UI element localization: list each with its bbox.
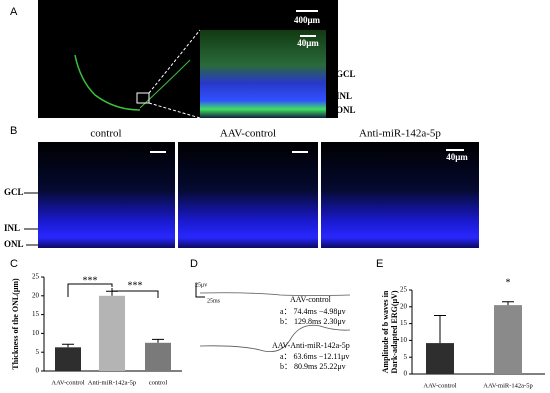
trace-a: a： 74.4ms −4.98μv <box>280 307 346 316</box>
erg-trace <box>199 324 351 353</box>
y-tick-label: 10 <box>32 329 40 337</box>
panel-label: B <box>10 125 17 137</box>
column-title: AAV-control <box>220 128 276 140</box>
y-tick-label: 20 <box>32 291 40 299</box>
layer-label: INL <box>336 91 352 101</box>
trace-name: AAV-control <box>290 295 332 304</box>
significance: *** <box>128 280 143 291</box>
error-bar <box>62 343 74 348</box>
y-axis-label: Dark-adapted ERG(μV) <box>390 290 399 373</box>
scale-label: 40μm <box>446 152 468 162</box>
x-tick-label: AAV-miR-142a-5p <box>483 382 532 389</box>
x-tick-label: control <box>149 379 168 386</box>
column-title: Anti-miR-142a-5p <box>359 128 441 140</box>
panel-label: A <box>10 6 18 18</box>
y-tick-label: 0 <box>36 367 40 375</box>
panel-label: D <box>190 258 198 270</box>
x-tick-label: AAV-control <box>423 382 456 389</box>
significance: *** <box>83 275 98 286</box>
scale-label: 25ms <box>207 298 221 304</box>
error-bar <box>434 315 446 344</box>
trace-b: b： 80.9ms 25.22μv <box>280 362 346 371</box>
y-tick-label: 25 <box>32 273 40 281</box>
scale-label: 40μm <box>297 38 319 48</box>
bar <box>426 343 454 374</box>
zoom-line <box>148 29 201 94</box>
significance: * <box>506 277 511 288</box>
y-tick-label: 5 <box>404 353 408 361</box>
x-tick-label: Anti-miR-142a-5p <box>88 379 136 386</box>
layer-label: INL <box>4 223 20 233</box>
retina-outline <box>74 54 141 111</box>
inset-image <box>200 30 326 118</box>
y-axis-label: Amplitude of b waves in <box>381 290 390 373</box>
layer-label: ONL <box>4 239 24 249</box>
y-tick-label: 10 <box>400 336 408 344</box>
y-tick-label: 5 <box>36 348 40 356</box>
error-bar <box>106 290 118 296</box>
bar <box>55 347 81 371</box>
panel-label: E <box>376 258 383 270</box>
layer-label: ONL <box>336 105 356 115</box>
y-tick-label: 25 <box>400 286 408 294</box>
x-tick-label: AAV-control <box>51 379 84 386</box>
significance-bracket <box>67 283 159 298</box>
y-tick-label: 15 <box>32 310 40 318</box>
bar <box>494 305 522 374</box>
error-bar <box>152 338 164 343</box>
zoom-line <box>148 102 201 119</box>
panel-label: C <box>10 258 18 270</box>
layer-label: GCL <box>336 69 356 79</box>
scale-bars <box>195 283 205 298</box>
bar <box>99 295 125 371</box>
zoom-box <box>136 92 150 104</box>
scale-label: 25μv <box>195 282 207 288</box>
y-axis-label: Thickness of the ONL(μm) <box>11 278 20 370</box>
trace-b: b： 129.8ms 2.30μv <box>280 317 346 326</box>
layer-label: GCL <box>4 187 24 197</box>
column-title: control <box>90 128 121 140</box>
trace-name: AAV-Anti-miR-142a-5p <box>272 341 350 350</box>
micrograph <box>38 142 175 248</box>
y-tick-label: 20 <box>400 302 408 310</box>
bar <box>145 342 171 371</box>
y-tick-label: 0 <box>404 370 408 378</box>
error-bar <box>502 301 514 306</box>
micrograph <box>321 142 479 248</box>
erg-trace <box>199 292 351 296</box>
trace-a: a： 63.6ms −12.11μv <box>280 352 349 361</box>
scale-label: 400μm <box>294 15 321 25</box>
y-tick-label: 15 <box>400 319 408 327</box>
micrograph <box>178 142 318 248</box>
